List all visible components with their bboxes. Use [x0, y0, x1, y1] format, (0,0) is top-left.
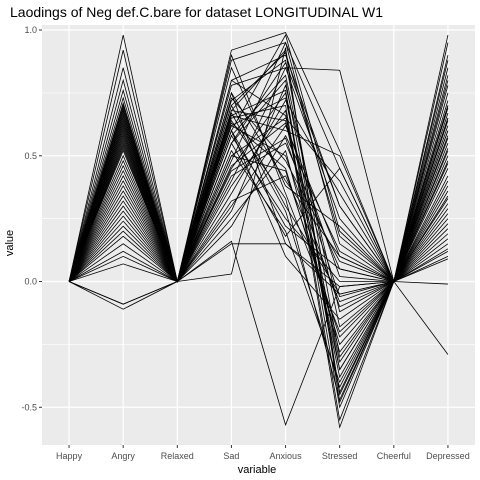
series-line — [68, 89, 449, 394]
x-axis-ticks: Happy Angry Relaxed Sad Anxious Stressed Cheer… — [56, 445, 470, 461]
series-line — [68, 149, 449, 353]
series-line — [68, 137, 449, 298]
y-tick-label: 0.5 — [24, 151, 37, 161]
series-line — [68, 92, 449, 283]
series-line — [68, 240, 448, 427]
x-axis-title: variable — [238, 464, 277, 476]
series-line — [68, 155, 449, 338]
y-axis-title: value — [4, 230, 16, 256]
y-tick-label: 0.0 — [24, 277, 37, 287]
series-line — [68, 66, 449, 283]
series-line — [68, 84, 449, 313]
x-tick-label: Depressed — [426, 451, 470, 461]
series-line — [68, 117, 449, 283]
series-line — [68, 74, 449, 328]
series-line — [68, 129, 449, 320]
x-tick-label: Stressed — [322, 451, 358, 461]
series-lines — [68, 32, 449, 429]
x-tick-label: Angry — [111, 451, 135, 461]
x-tick-label: Anxious — [270, 451, 303, 461]
series-line — [68, 67, 449, 371]
series-line — [68, 112, 449, 308]
series-line — [68, 124, 449, 283]
y-tick-label: 1.0 — [24, 25, 37, 35]
series-line — [68, 41, 449, 283]
x-tick-label: Happy — [56, 451, 83, 461]
series-line — [68, 60, 449, 284]
chart-title: Laodings of Neg def.C.bare for dataset L… — [10, 4, 383, 20]
series-line — [68, 105, 449, 283]
series-line — [68, 79, 449, 379]
y-axis-ticks: -0.5 0.0 0.5 1.0 — [21, 25, 42, 412]
series-line — [68, 99, 449, 283]
x-tick-label: Sad — [223, 451, 239, 461]
series-line — [68, 122, 449, 346]
y-tick-label: -0.5 — [21, 402, 37, 412]
grid-layer — [42, 25, 475, 445]
series-line — [68, 34, 449, 283]
series-line — [68, 97, 449, 283]
series-line — [68, 97, 449, 364]
series-line — [68, 51, 449, 283]
x-tick-label: Cheerful — [377, 451, 411, 461]
x-tick-label: Relaxed — [161, 451, 194, 461]
series-line — [68, 66, 449, 283]
series-line — [68, 119, 449, 283]
series-line — [68, 149, 449, 303]
series-line — [68, 117, 449, 283]
series-line — [68, 122, 449, 283]
series-line — [68, 243, 449, 295]
series-line — [68, 134, 449, 283]
